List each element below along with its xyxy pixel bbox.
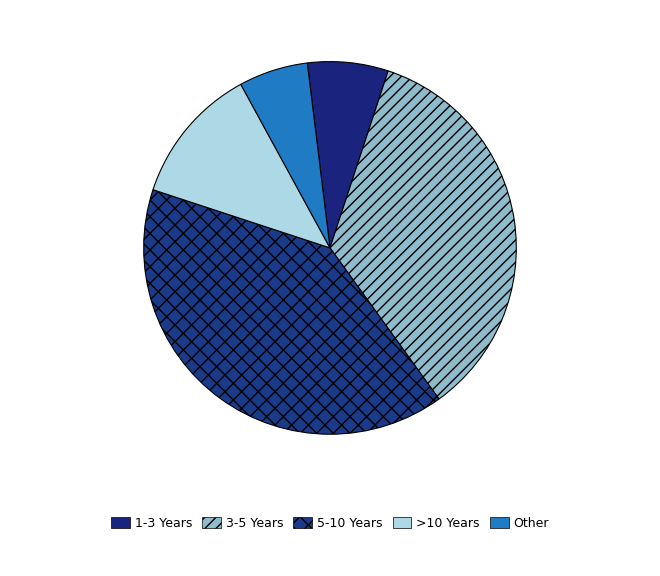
Legend: 1-3 Years, 3-5 Years, 5-10 Years, >10 Years, Other: 1-3 Years, 3-5 Years, 5-10 Years, >10 Ye… bbox=[106, 512, 554, 535]
Wedge shape bbox=[153, 84, 330, 248]
Wedge shape bbox=[144, 190, 439, 434]
Wedge shape bbox=[330, 71, 516, 399]
Wedge shape bbox=[308, 62, 388, 248]
Wedge shape bbox=[241, 63, 330, 248]
